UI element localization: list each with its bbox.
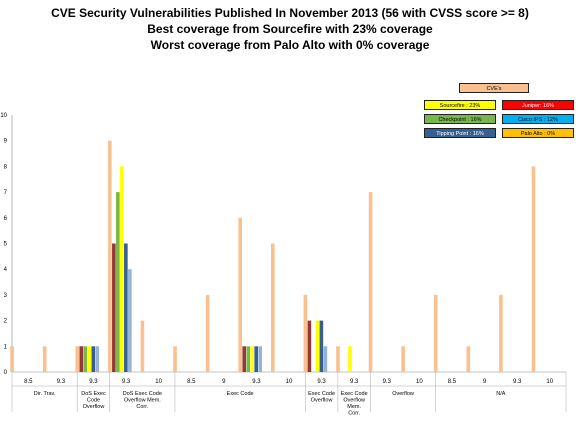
y-tick-label: 2 (4, 319, 8, 325)
x-tick-label: 9.3 (122, 379, 131, 385)
group-label: Exec Code (227, 391, 254, 397)
group-label: Exec Code Overflow Mem. Corr. (341, 391, 368, 417)
x-tick-label: 9.3 (252, 379, 261, 385)
bar (258, 346, 263, 372)
y-tick-label: 8 (4, 164, 8, 170)
bar (433, 294, 438, 372)
x-tick-label: 9.3 (317, 379, 326, 385)
x-tick-label: 8.5 (187, 379, 196, 385)
legend-item-cisco-ips: Cisco IPS : 12% (502, 114, 574, 124)
legend-item-tipping-point: Tipping Point : 16% (424, 128, 496, 138)
bar (42, 346, 47, 372)
bar (303, 294, 308, 372)
x-tick-label: 9 (483, 379, 487, 385)
y-tick-label: 10 (0, 113, 7, 119)
group-label: Exec Code Overflow (308, 391, 335, 404)
bar (319, 320, 324, 372)
bar (205, 294, 210, 372)
bar (254, 346, 259, 372)
x-tick-label: 8.5 (24, 379, 33, 385)
chart-subtitle-worst: Worst coverage from Palo Alto with 0% co… (150, 38, 430, 52)
bar (531, 166, 536, 372)
x-tick-label: 10 (416, 379, 423, 385)
y-tick-label: 7 (4, 190, 8, 196)
y-tick-label: 5 (4, 242, 8, 248)
y-tick-label: 6 (4, 216, 8, 222)
bar (116, 192, 120, 372)
chart-title: CVE Security Vulnerabilities Published I… (51, 6, 529, 20)
bar (466, 346, 471, 372)
bar (242, 346, 247, 372)
x-tick-label: 9.3 (350, 379, 359, 385)
bar (271, 243, 275, 372)
group-label: DoS Exec Code Overflow (81, 391, 106, 410)
x-tick-label: 10 (546, 379, 553, 385)
legend-item-cves: CVE's (459, 83, 529, 93)
group-label: Overflow (392, 391, 414, 397)
bar (120, 166, 124, 372)
bar (128, 269, 132, 372)
x-tick-label: 9.3 (89, 379, 98, 385)
bar (401, 346, 405, 372)
x-tick-label: 9.3 (383, 379, 392, 385)
bar (91, 346, 96, 372)
bar (348, 346, 352, 372)
bar (124, 243, 128, 372)
bar (246, 346, 251, 372)
bar (75, 346, 80, 372)
x-tick-label: 8.5 (448, 379, 457, 385)
y-tick-label: 4 (4, 267, 8, 273)
y-tick-label: 0 (4, 370, 8, 376)
legend-item-juniper: Juniper: 16% (502, 100, 574, 110)
bar (336, 346, 340, 372)
legend-item-checkpoint: Checkpoint : 16% (424, 114, 496, 124)
x-tick-label: 9.3 (57, 379, 66, 385)
group-label: DoS Exec Code Overflow Mem. Corr. (123, 391, 162, 410)
bar (499, 294, 503, 372)
bar (173, 346, 177, 372)
bar (307, 320, 312, 372)
x-tick-label: 9 (222, 379, 226, 385)
bar (83, 346, 88, 372)
legend-item-palo-alto: Palo Alto : 0% (502, 128, 574, 138)
x-tick-label: 10 (155, 379, 162, 385)
x-tick-label: 9.3 (513, 379, 522, 385)
bar (238, 217, 243, 372)
y-tick-label: 9 (4, 139, 8, 145)
bar (250, 346, 255, 372)
bar (10, 346, 14, 372)
group-label: Dir. Trav. (34, 391, 56, 397)
bar (140, 320, 145, 372)
legend-item-sourcefire: Sourcefire : 23% (424, 100, 496, 110)
bar (315, 320, 320, 372)
bar (108, 140, 112, 372)
bar (112, 243, 116, 372)
group-label: N/A (496, 391, 506, 397)
chart-subtitle-best: Best coverage from Sourcefire with 23% c… (147, 22, 433, 36)
y-tick-label: 3 (4, 293, 8, 299)
bar (368, 192, 373, 372)
bar (87, 346, 92, 372)
y-tick-label: 1 (4, 344, 8, 350)
x-tick-label: 10 (286, 379, 293, 385)
bar (79, 346, 84, 372)
bar (323, 346, 328, 372)
bar (95, 346, 100, 372)
